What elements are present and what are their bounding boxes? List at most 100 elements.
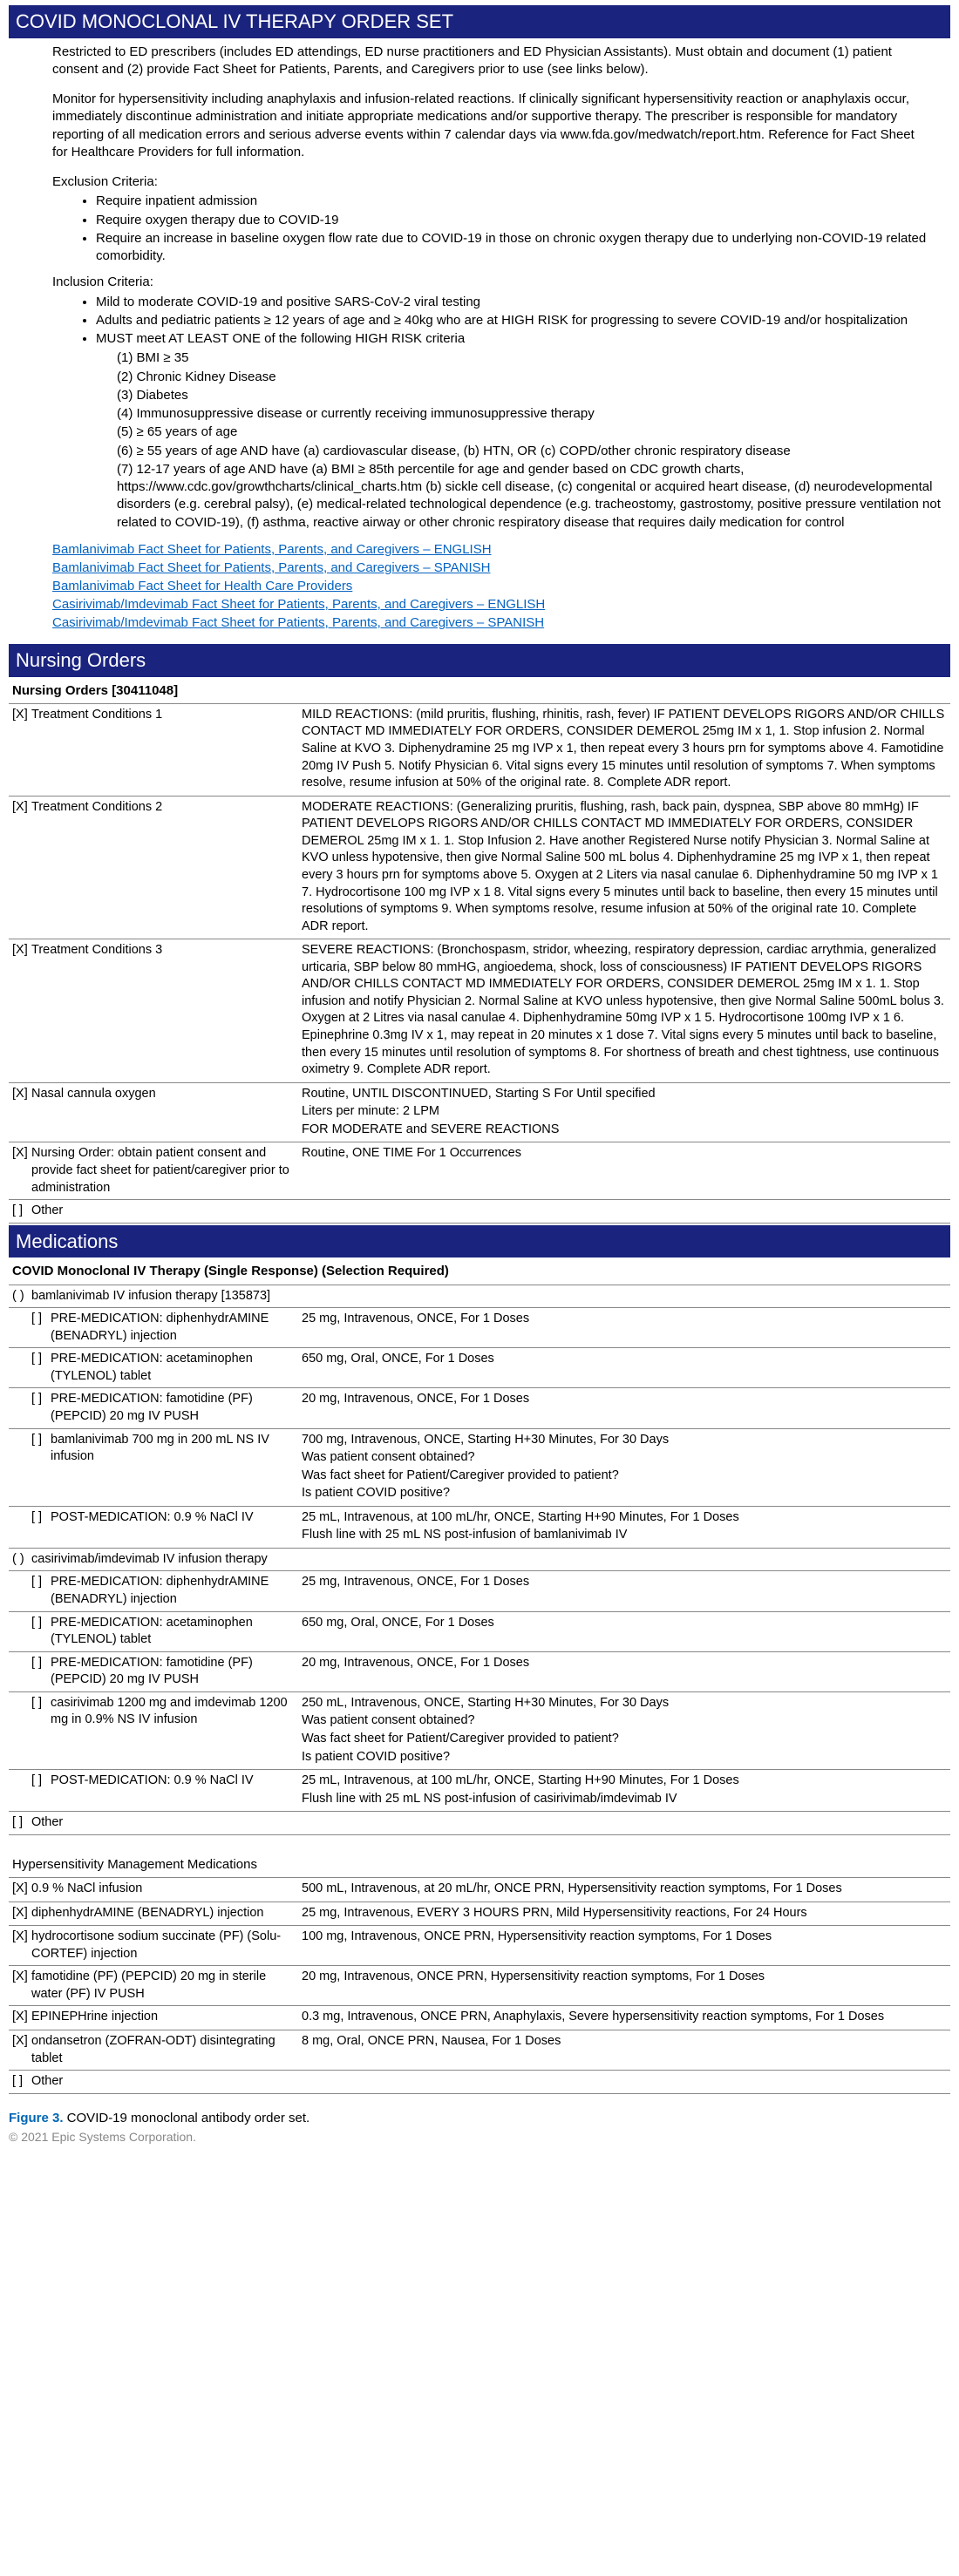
row-detail (302, 1814, 950, 1832)
list-item: (2) Chronic Kidney Disease (117, 369, 950, 386)
list-item: (5) ≥ 65 years of age (117, 424, 950, 441)
row-detail: 650 mg, Oral, ONCE, For 1 Doses (302, 1351, 950, 1385)
checkbox-marker[interactable]: [ ] (9, 1391, 51, 1425)
table-row: [X]Nasal cannula oxygenRoutine, UNTIL DI… (9, 1083, 950, 1143)
radio-marker[interactable]: ( ) (9, 1288, 31, 1305)
checkbox-marker[interactable]: [ ] (9, 1203, 31, 1220)
checkbox-marker[interactable]: [X] (9, 799, 31, 937)
detail-line: Is patient COVID positive? (302, 1749, 945, 1766)
row-detail: 250 mL, Intravenous, ONCE, Starting H+30… (302, 1695, 950, 1766)
table-row: [ ]POST-MEDICATION: 0.9 % NaCl IV25 mL, … (9, 1507, 950, 1549)
checkbox-marker[interactable]: [X] (9, 1929, 31, 1963)
opt2-rows: [ ]PRE-MEDICATION: diphenhydrAMINE (BENA… (9, 1571, 950, 1812)
checkbox-marker[interactable]: [ ] (9, 1695, 51, 1766)
checkbox-marker[interactable]: [ ] (9, 1509, 51, 1545)
table-row: [X]Treatment Conditions 1MILD REACTIONS:… (9, 704, 950, 797)
row-name: Nasal cannula oxygen (31, 1086, 302, 1140)
checkbox-marker[interactable]: [ ] (9, 2073, 31, 2091)
checkbox-marker[interactable]: [ ] (9, 1773, 51, 1808)
checkbox-marker[interactable]: [X] (9, 1969, 31, 2003)
exclusion-label: Exclusion Criteria: (9, 173, 950, 191)
table-row: [X]Treatment Conditions 3SEVERE REACTION… (9, 939, 950, 1083)
fact-sheet-link[interactable]: Bamlanivimab Fact Sheet for Health Care … (52, 577, 950, 595)
list-item: (6) ≥ 55 years of age AND have (a) cardi… (117, 443, 950, 460)
fact-sheet-link[interactable]: Bamlanivimab Fact Sheet for Patients, Pa… (52, 559, 950, 577)
row-name: Other (31, 2073, 302, 2091)
checkbox-marker[interactable]: [X] (9, 1905, 31, 1923)
list-item: (4) Immunosuppressive disease or current… (117, 405, 950, 423)
checkbox-marker[interactable]: [ ] (9, 1432, 51, 1503)
checkbox-marker[interactable]: [ ] (9, 1814, 31, 1832)
detail-line: 25 mL, Intravenous, at 100 mL/hr, ONCE, … (302, 1773, 945, 1790)
detail-line: Routine, UNTIL DISCONTINUED, Starting S … (302, 1086, 945, 1103)
row-detail: 0.3 mg, Intravenous, ONCE PRN, Anaphylax… (302, 2009, 950, 2027)
detail-line: 0.3 mg, Intravenous, ONCE PRN, Anaphylax… (302, 2009, 945, 2026)
row-name: diphenhydrAMINE (BENADRYL) injection (31, 1905, 302, 1923)
table-row: [X]hydrocortisone sodium succinate (PF) … (9, 1926, 950, 1966)
option-row[interactable]: ( ) bamlanivimab IV infusion therapy [13… (9, 1285, 950, 1309)
row-name: EPINEPHrine injection (31, 2009, 302, 2027)
fact-sheet-link[interactable]: Casirivimab/Imdevimab Fact Sheet for Pat… (52, 595, 950, 613)
checkbox-marker[interactable]: [ ] (9, 1655, 51, 1689)
table-row: [X]EPINEPHrine injection0.3 mg, Intraven… (9, 2006, 950, 2030)
row-detail: 25 mL, Intravenous, at 100 mL/hr, ONCE, … (302, 1773, 950, 1808)
checkbox-marker[interactable]: [X] (9, 942, 31, 1080)
checkbox-marker[interactable]: [X] (9, 1145, 31, 1196)
list-item: (7) 12-17 years of age AND have (a) BMI … (117, 461, 950, 532)
option-row[interactable]: ( ) casirivimab/imdevimab IV infusion th… (9, 1549, 950, 1572)
detail-line: 25 mg, Intravenous, EVERY 3 HOURS PRN, M… (302, 1905, 945, 1922)
fact-sheet-link[interactable]: Casirivimab/Imdevimab Fact Sheet for Pat… (52, 613, 950, 632)
row-name: Nursing Order: obtain patient consent an… (31, 1145, 302, 1196)
checkbox-marker[interactable]: [X] (9, 2009, 31, 2027)
figure-text: COVID-19 monoclonal antibody order set. (64, 2111, 310, 2125)
option-name: bamlanivimab IV infusion therapy [135873… (31, 1288, 302, 1305)
checkbox-marker[interactable]: [X] (9, 1086, 31, 1140)
links-block: Bamlanivimab Fact Sheet for Patients, Pa… (9, 540, 950, 632)
row-detail: 20 mg, Intravenous, ONCE PRN, Hypersensi… (302, 1969, 950, 2003)
detail-line: SEVERE REACTIONS: (Bronchospasm, stridor… (302, 942, 945, 1079)
row-name: PRE-MEDICATION: diphenhydrAMINE (BENADRY… (51, 1311, 302, 1345)
row-detail: Routine, ONE TIME For 1 Occurrences (302, 1145, 950, 1196)
checkbox-marker[interactable]: [X] (9, 707, 31, 793)
checkbox-marker[interactable]: [ ] (9, 1574, 51, 1608)
row-detail: 25 mg, Intravenous, EVERY 3 HOURS PRN, M… (302, 1905, 950, 1923)
detail-line: 250 mL, Intravenous, ONCE, Starting H+30… (302, 1695, 945, 1712)
main-title-bar: COVID MONOCLONAL IV THERAPY ORDER SET (9, 5, 950, 38)
checkbox-marker[interactable]: [X] (9, 1881, 31, 1899)
detail-line: 20 mg, Intravenous, ONCE, For 1 Doses (302, 1391, 945, 1408)
fact-sheet-link[interactable]: Bamlanivimab Fact Sheet for Patients, Pa… (52, 540, 950, 559)
radio-marker[interactable]: ( ) (9, 1551, 31, 1569)
row-detail (302, 2073, 950, 2091)
row-name: ondansetron (ZOFRAN-ODT) disintegrating … (31, 2033, 302, 2067)
table-row: [ ]PRE-MEDICATION: acetaminophen (TYLENO… (9, 1612, 950, 1652)
row-name: famotidine (PF) (PEPCID) 20 mg in steril… (31, 1969, 302, 2003)
checkbox-marker[interactable]: [X] (9, 2033, 31, 2067)
table-row: [X]Treatment Conditions 2MODERATE REACTI… (9, 797, 950, 940)
hypersensitivity-rows: [X]0.9 % NaCl infusion500 mL, Intravenou… (9, 1878, 950, 2094)
row-name: PRE-MEDICATION: diphenhydrAMINE (BENADRY… (51, 1574, 302, 1608)
table-row: [ ]PRE-MEDICATION: diphenhydrAMINE (BENA… (9, 1308, 950, 1348)
list-item: Require inpatient admission (96, 193, 950, 210)
checkbox-marker[interactable]: [ ] (9, 1311, 51, 1345)
nursing-group-label: Nursing Orders [30411048] (9, 677, 950, 704)
row-name: 0.9 % NaCl infusion (31, 1881, 302, 1899)
list-item: Adults and pediatric patients ≥ 12 years… (96, 312, 950, 329)
detail-line: FOR MODERATE and SEVERE REACTIONS (302, 1122, 945, 1139)
row-detail: 8 mg, Oral, ONCE PRN, Nausea, For 1 Dose… (302, 2033, 950, 2067)
checkbox-marker[interactable]: [ ] (9, 1615, 51, 1649)
row-name: Other (31, 1814, 302, 1832)
option-detail (302, 1551, 950, 1569)
checkbox-marker[interactable]: [ ] (9, 1351, 51, 1385)
row-name: POST-MEDICATION: 0.9 % NaCl IV (51, 1509, 302, 1545)
exclusion-list: Require inpatient admission Require oxyg… (9, 193, 950, 265)
table-row: [ ]Other (9, 1200, 950, 1224)
row-name: Treatment Conditions 3 (31, 942, 302, 1080)
row-detail (302, 1203, 950, 1220)
row-name: PRE-MEDICATION: acetaminophen (TYLENOL) … (51, 1615, 302, 1649)
intro-p1: Restricted to ED prescribers (includes E… (52, 44, 924, 79)
detail-line: 100 mg, Intravenous, ONCE PRN, Hypersens… (302, 1929, 945, 1946)
nursing-header-bar: Nursing Orders (9, 644, 950, 677)
table-row: [ ]PRE-MEDICATION: acetaminophen (TYLENO… (9, 1348, 950, 1388)
high-risk-list: (1) BMI ≥ 35 (2) Chronic Kidney Disease … (96, 349, 950, 532)
row-name: Other (31, 1203, 302, 1220)
